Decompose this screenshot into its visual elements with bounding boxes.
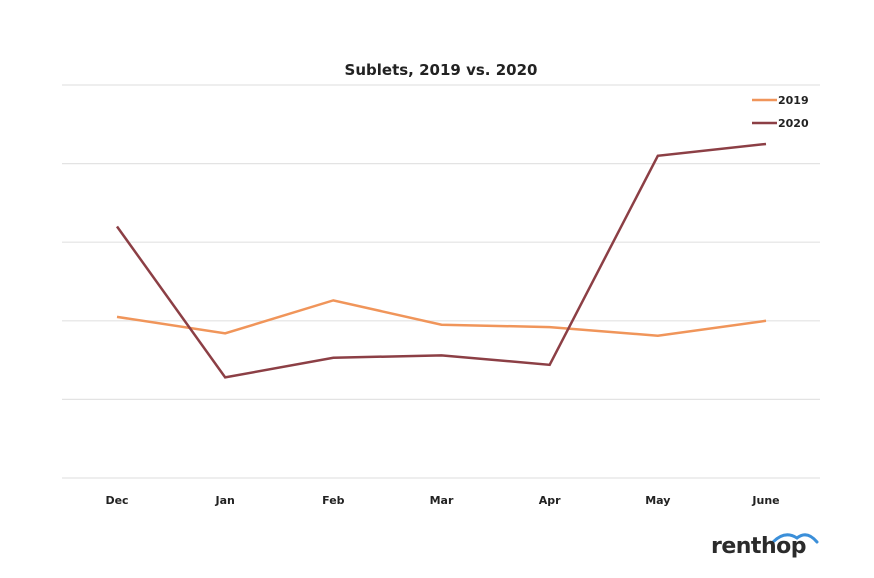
legend: 2019 2020 bbox=[752, 94, 809, 130]
legend-item-2020: 2020 bbox=[752, 117, 809, 130]
legend-label-2019: 2019 bbox=[778, 94, 809, 107]
chart-title: Sublets, 2019 vs. 2020 bbox=[345, 61, 538, 79]
x-tick-label: Jan bbox=[214, 494, 234, 507]
x-tick-label: May bbox=[645, 494, 670, 507]
legend-item-2019: 2019 bbox=[752, 94, 809, 107]
series-line-2020 bbox=[115, 142, 767, 379]
x-tick-label: Dec bbox=[105, 494, 128, 507]
series-2020 bbox=[115, 142, 767, 379]
legend-label-2020: 2020 bbox=[778, 117, 809, 130]
x-axis-ticks: Dec Jan Feb Mar Apr May June bbox=[105, 494, 779, 507]
x-tick-label: Apr bbox=[539, 494, 561, 507]
x-tick-label: June bbox=[751, 494, 779, 507]
gridlines bbox=[62, 84, 820, 479]
logo-arc-icon bbox=[771, 533, 819, 544]
series-line-2019 bbox=[116, 299, 767, 337]
series-lines bbox=[115, 142, 767, 379]
renthop-logo: renthop bbox=[711, 528, 821, 568]
series-2019 bbox=[116, 299, 767, 337]
logo-text: renthop bbox=[711, 534, 806, 559]
x-tick-label: Feb bbox=[322, 494, 345, 507]
x-tick-label: Mar bbox=[430, 494, 454, 507]
